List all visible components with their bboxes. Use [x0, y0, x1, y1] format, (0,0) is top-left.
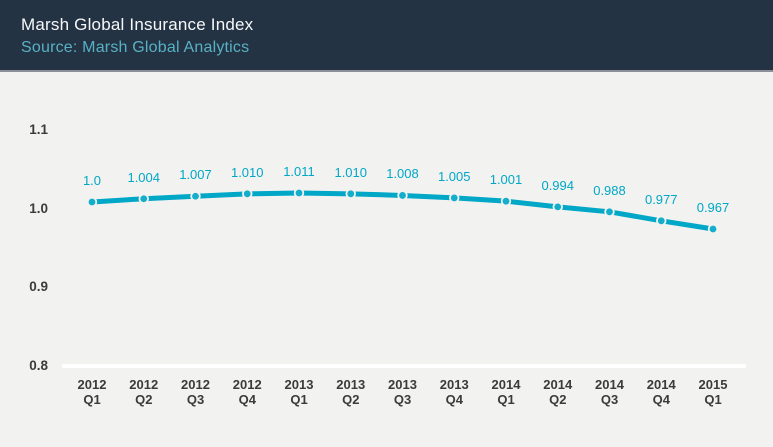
data-point-label: 0.967 — [696, 199, 730, 215]
x-tick-year: 2012 — [181, 377, 210, 392]
x-tick-year: 2014 — [595, 377, 624, 392]
x-tick-quarter: Q2 — [549, 392, 567, 407]
x-tick-quarter: Q1 — [290, 392, 308, 407]
data-point-label: 1.008 — [386, 166, 419, 182]
x-tick-label: 2014 Q2 — [528, 377, 588, 407]
y-tick-label: 1.1 — [29, 121, 48, 137]
x-tick-quarter: Q2 — [342, 392, 360, 407]
data-point-label: 1.005 — [437, 168, 471, 184]
data-point-marker — [293, 187, 305, 199]
x-tick-label: 2014 Q4 — [631, 377, 691, 407]
x-tick-label: 2012 Q3 — [166, 377, 226, 407]
x-tick-quarter: Q4 — [445, 392, 463, 407]
x-tick-quarter: Q2 — [135, 392, 153, 407]
x-tick-quarter: Q1 — [83, 392, 101, 407]
x-tick-quarter: Q3 — [186, 392, 205, 407]
data-point-marker — [242, 188, 253, 200]
x-tick-year: 2014 — [491, 377, 521, 392]
x-tick-quarter: Q3 — [393, 392, 412, 407]
data-point-marker — [449, 192, 460, 204]
data-point-marker — [138, 193, 149, 204]
chart-area: 1.1 1.0 0.9 0.8 1.0 1.004 1.007 1.010 1.011 1.01… — [0, 74, 773, 447]
data-point-marker — [656, 215, 667, 227]
x-tick-label: 2013 Q1 — [269, 377, 329, 407]
x-tick-quarter: Q1 — [704, 392, 722, 407]
data-point-marker — [707, 223, 719, 235]
data-point-label: 1.004 — [127, 169, 161, 185]
x-tick-quarter: Q1 — [497, 392, 515, 407]
data-point-label: 0.977 — [644, 191, 678, 207]
x-tick-year: 2012 — [77, 377, 107, 392]
data-point-marker — [552, 201, 563, 213]
x-tick-label: 2014 Q3 — [580, 377, 640, 407]
x-tick-year: 2013 — [284, 377, 314, 392]
x-tick-year: 2013 — [388, 377, 417, 392]
x-tick-year: 2013 — [336, 377, 366, 392]
data-point-label: 1.011 — [283, 164, 315, 179]
chart-title: Marsh Global Insurance Index — [21, 15, 254, 34]
x-tick-label: 2013 Q2 — [321, 377, 381, 407]
y-tick-label: 1.0 — [29, 200, 48, 216]
x-tick-label: 2013 Q4 — [424, 377, 484, 407]
data-point-label: 1.007 — [179, 167, 212, 183]
x-tick-quarter: Q4 — [238, 392, 256, 407]
data-point-marker — [500, 195, 512, 207]
x-tick-quarter: Q3 — [600, 392, 619, 407]
x-tick-label: 2013 Q3 — [373, 377, 433, 407]
data-point-marker — [604, 206, 615, 218]
x-tick-label: 2012 Q2 — [114, 377, 174, 407]
data-point-label: 0.988 — [593, 182, 626, 198]
data-point-label: 1.0 — [82, 173, 102, 188]
data-point-marker — [86, 196, 98, 208]
x-tick-year: 2014 — [646, 377, 676, 392]
x-axis-baseline — [62, 364, 746, 368]
data-point-marker — [397, 190, 408, 201]
x-tick-year: 2012 — [232, 377, 262, 392]
x-tick-year: 2015 — [698, 377, 728, 392]
x-tick-year: 2013 — [439, 377, 469, 392]
data-point-label: 1.010 — [334, 164, 368, 180]
chart-source: Source: Marsh Global Analytics — [21, 39, 250, 56]
x-tick-quarter: Q4 — [652, 392, 670, 407]
data-point-marker — [345, 188, 356, 200]
data-point-label: 1.010 — [230, 164, 264, 180]
y-tick-label: 0.9 — [29, 279, 48, 295]
x-tick-label: 2012 Q1 — [62, 377, 122, 407]
x-tick-label: 2014 Q1 — [476, 377, 536, 407]
data-point-label: 0.994 — [541, 177, 575, 193]
y-tick-label: 0.8 — [29, 358, 48, 373]
x-tick-label: 2015 Q1 — [683, 377, 743, 407]
line-series — [86, 187, 719, 235]
x-tick-year: 2014 — [543, 377, 573, 392]
data-point-marker — [190, 191, 201, 202]
x-tick-year: 2012 — [129, 377, 159, 392]
x-tick-label: 2012 Q4 — [217, 377, 277, 407]
header: Marsh Global Insurance Index Source: Mar… — [0, 0, 773, 72]
data-point-label: 1.001 — [489, 172, 523, 188]
